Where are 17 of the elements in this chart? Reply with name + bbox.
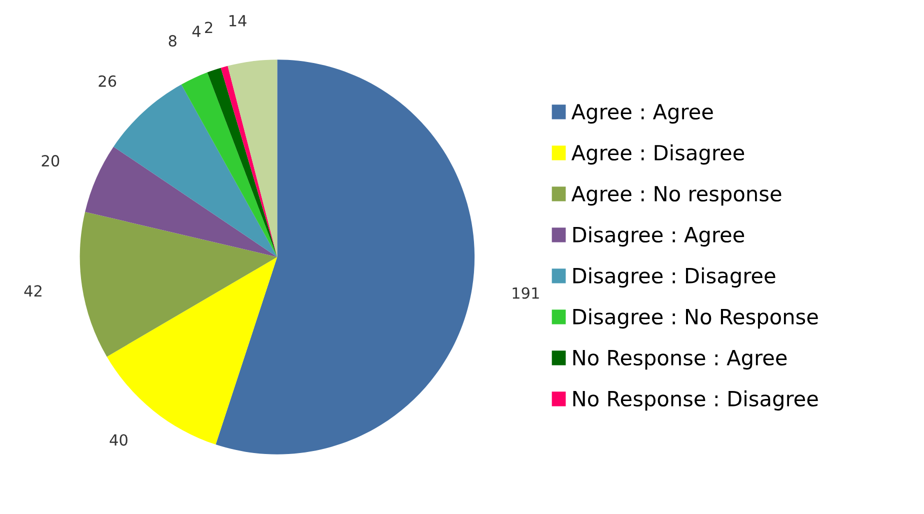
data-label: 40 [110, 434, 128, 446]
data-label: 14 [229, 15, 246, 26]
legend-label: Agree : Agree [571, 104, 713, 124]
data-label: 8 [168, 35, 176, 47]
legend-label: Disagree : Agree [573, 226, 744, 247]
legend-label: Disagree : No Response [573, 308, 818, 329]
legend-label: No Response : Agree [573, 350, 787, 370]
data-label: 26 [98, 75, 116, 87]
legend-label: Disagree : Disagree [573, 267, 776, 288]
legend-label: Agree : No response [571, 186, 782, 206]
data-label: 42 [24, 285, 42, 296]
legend-label: Agree : Disagree [571, 144, 744, 165]
data-label: 2 [205, 22, 212, 34]
legend-label: No Response : Disagree [573, 390, 818, 411]
data-label: 20 [42, 155, 60, 167]
data-label: 191 [512, 287, 539, 299]
data-label: 4 [192, 26, 201, 37]
